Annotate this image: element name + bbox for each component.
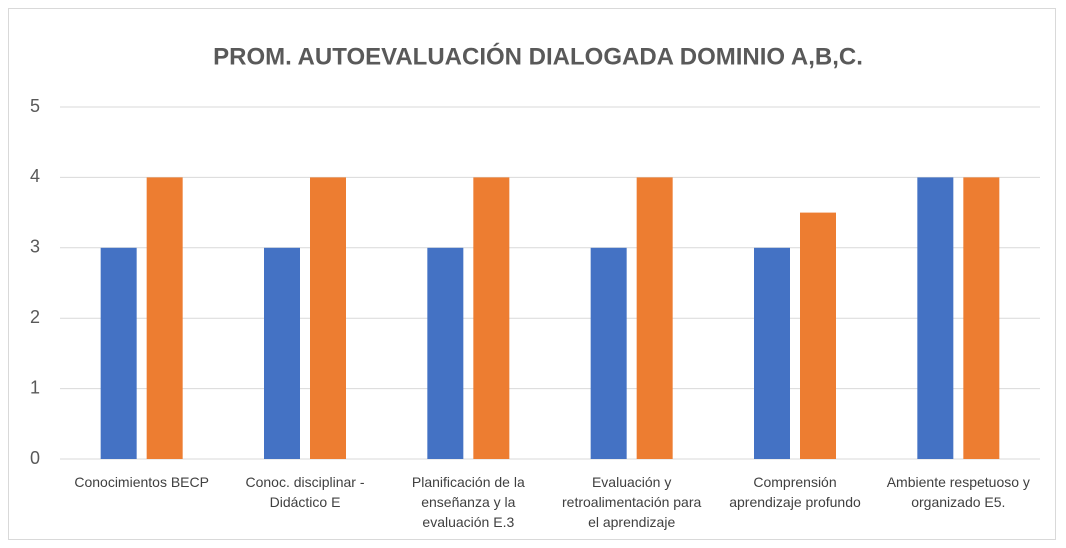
y-tick-label: 0 bbox=[30, 448, 40, 468]
bar bbox=[473, 177, 510, 459]
bar bbox=[427, 247, 464, 459]
y-tick-label: 4 bbox=[30, 166, 40, 186]
y-tick-label: 1 bbox=[30, 377, 40, 397]
x-tick-label: Comprensión aprendizaje profundo bbox=[729, 474, 861, 510]
x-tick-label: Conoc. disciplinar - Didáctico E bbox=[245, 474, 365, 510]
x-tick-label: Evaluación y retroalimentación para el a… bbox=[562, 474, 702, 530]
bar bbox=[917, 177, 954, 459]
y-tick-label: 3 bbox=[30, 237, 40, 257]
x-tick-label: Ambiente respetuoso y organizado E5. bbox=[886, 474, 1030, 510]
y-tick-label: 2 bbox=[30, 307, 40, 327]
bar bbox=[100, 247, 137, 459]
x-tick-label: Conocimientos BECP bbox=[74, 474, 209, 490]
bar bbox=[146, 177, 183, 459]
y-tick-label: 5 bbox=[30, 96, 40, 116]
x-tick-label: Planificación de la enseñanza y la evalu… bbox=[411, 474, 525, 530]
bar bbox=[264, 247, 300, 459]
bar bbox=[310, 177, 346, 459]
bar bbox=[636, 177, 673, 459]
bar bbox=[754, 247, 790, 459]
chart-frame bbox=[8, 8, 1056, 540]
bar bbox=[590, 247, 627, 459]
bar bbox=[800, 212, 836, 459]
chart-title: PROM. AUTOEVALUACIÓN DIALOGADA DOMINIO A… bbox=[213, 42, 863, 70]
bar bbox=[963, 177, 1000, 459]
